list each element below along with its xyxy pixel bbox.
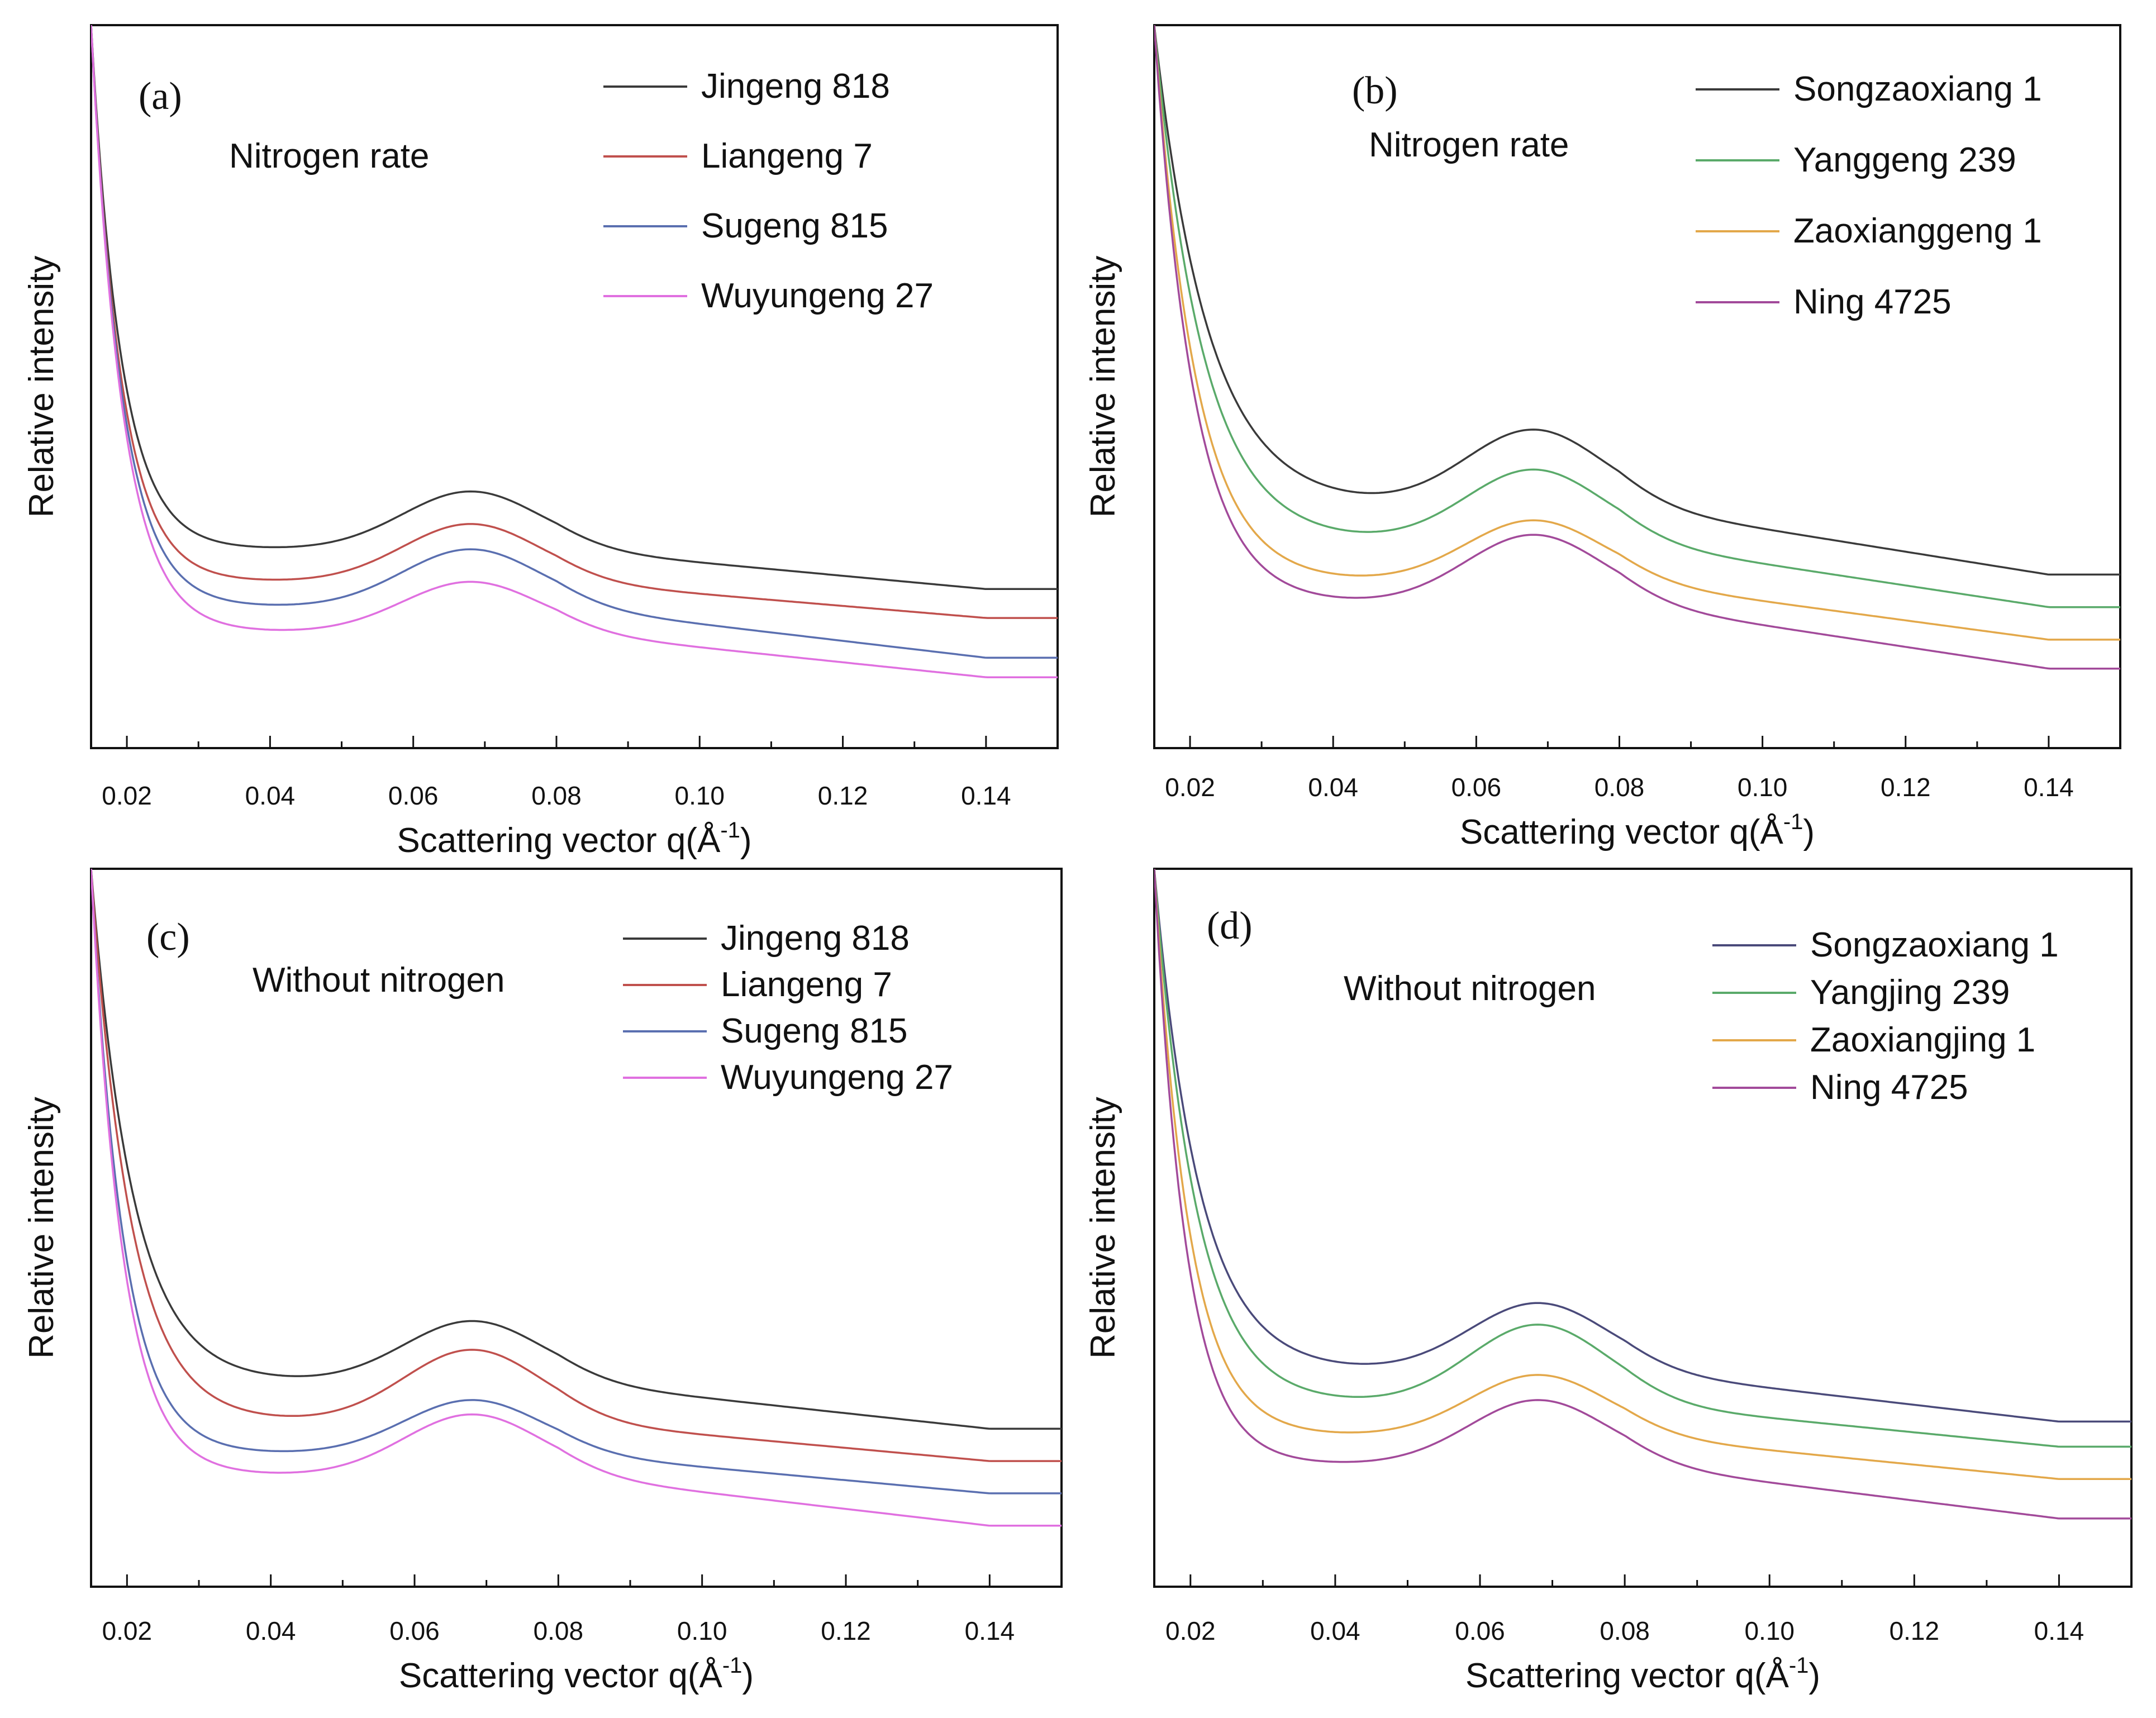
- x-tick-label: 0.12: [821, 1616, 871, 1645]
- x-tick-label: 0.14: [961, 781, 1011, 810]
- series-line-liangeng-7: [91, 25, 1058, 619]
- legend-label: Wuyungeng 27: [701, 277, 934, 315]
- panel-label: (b): [1352, 69, 1398, 112]
- legend-label: Yangjing 239: [1810, 973, 2010, 1012]
- legend-label: Yanggeng 239: [1793, 141, 2016, 179]
- panel-c: 0.02 0.04 0.06 0.08 0.10 0.12 0.14 Scattering v…: [22, 868, 1063, 1695]
- series-line-songzaoxiang-1: [1154, 25, 2120, 576]
- y-axis-title: Relative intensity: [1084, 256, 1122, 518]
- panel-b: 0.02 0.04 0.06 0.08 0.10 0.12 0.14 Scattering v…: [1084, 24, 2121, 851]
- series-line-ning-4725: [1154, 25, 2120, 670]
- series-line-zaoxiangjing-1: [1154, 869, 2131, 1480]
- legend: Jingeng 818 Liangeng 7 Sugeng 815 Wuyungeng…: [603, 67, 934, 315]
- panel-label: (d): [1207, 905, 1253, 948]
- legend: Songzaoxiang 1 Yangjing 239 Zaoxiangjing 1…: [1712, 926, 2059, 1107]
- x-tick-label: 0.12: [818, 781, 868, 810]
- legend-label: Liangeng 7: [701, 137, 873, 175]
- series-group: [1154, 25, 2120, 670]
- panel-label: (a): [139, 75, 182, 118]
- legend-label: Jingeng 818: [721, 919, 910, 958]
- legend-label: Songzaoxiang 1: [1810, 926, 2059, 964]
- x-axis-title: Scattering vector q(Å-1): [399, 1653, 754, 1695]
- panel-d: 0.02 0.04 0.06 0.08 0.10 0.12 0.14 Scattering v…: [1084, 868, 2133, 1695]
- legend-label: Zaoxianggeng 1: [1793, 212, 2042, 250]
- x-axis-title: Scattering vector q(Å-1): [1465, 1653, 1820, 1695]
- panel-subtitle: Without nitrogen: [1344, 969, 1596, 1008]
- x-tick-label: 0.04: [246, 1616, 296, 1645]
- plot-frame: [90, 24, 1059, 749]
- series-line-jingeng-818: [91, 869, 1062, 1430]
- legend-label: Sugeng 815: [721, 1012, 907, 1050]
- plot-frame: [1153, 868, 2133, 1588]
- series-line-yanggeng-239: [1154, 25, 2120, 608]
- plot-frame: [1153, 24, 2121, 749]
- x-tick-label: 0.06: [1451, 773, 1502, 802]
- series-line-liangeng-7: [91, 869, 1062, 1462]
- y-axis-title: Relative intensity: [22, 256, 61, 518]
- legend-label: Liangeng 7: [721, 965, 892, 1004]
- x-tick-label: 0.08: [534, 1616, 584, 1645]
- x-tick-label: 0.10: [677, 1616, 727, 1645]
- series-line-sugeng-815: [91, 869, 1062, 1495]
- x-tick-label: 0.02: [102, 781, 152, 810]
- series-line-wuyungeng-27: [91, 869, 1062, 1527]
- x-tick-label: 0.04: [245, 781, 296, 810]
- series-line-yangjing-239: [1154, 869, 2131, 1448]
- panel-a: 0.02 0.04 0.06 0.08 0.10 0.12 0.14 Scattering v…: [22, 24, 1059, 860]
- x-axis-title: Scattering vector q(Å-1): [397, 818, 751, 860]
- legend-label: Jingeng 818: [701, 67, 890, 106]
- series-line-sugeng-815: [91, 25, 1058, 659]
- x-axis-title: Scattering vector q(Å-1): [1460, 810, 1815, 851]
- x-tick-label: 0.08: [531, 781, 582, 810]
- legend: Jingeng 818 Liangeng 7 Sugeng 815 Wuyungeng…: [623, 919, 953, 1097]
- x-tick-label: 0.02: [1165, 1616, 1216, 1645]
- x-tick-label: 0.04: [1308, 773, 1358, 802]
- x-tick-label: 0.06: [389, 1616, 440, 1645]
- x-tick-label: 0.10: [674, 781, 725, 810]
- series-group: [1154, 869, 2131, 1520]
- panel-subtitle: Nitrogen rate: [1369, 126, 1569, 164]
- x-tick-label: 0.10: [1738, 773, 1788, 802]
- plot-frame: [90, 868, 1063, 1588]
- y-axis-title: Relative intensity: [1084, 1097, 1122, 1359]
- x-tick-label: 0.06: [1455, 1616, 1505, 1645]
- x-tick-label: 0.14: [2024, 773, 2074, 802]
- legend-label: Sugeng 815: [701, 207, 888, 245]
- legend: Songzaoxiang 1 Yanggeng 239 Zaoxianggeng 1…: [1696, 70, 2042, 321]
- x-tick-label: 0.04: [1310, 1616, 1360, 1645]
- series-group: [91, 25, 1058, 678]
- legend-label: Ning 4725: [1793, 283, 1952, 321]
- x-tick-label: 0.14: [2034, 1616, 2084, 1645]
- y-axis-title: Relative intensity: [22, 1097, 61, 1359]
- series-line-ning-4725: [1154, 869, 2131, 1520]
- legend-label: Ning 4725: [1810, 1068, 1968, 1107]
- x-tick-label: 0.10: [1744, 1616, 1795, 1645]
- legend-label: Zaoxiangjing 1: [1810, 1021, 2035, 1059]
- x-tick-label: 0.02: [102, 1616, 153, 1645]
- x-tick-label: 0.08: [1595, 773, 1645, 802]
- series-line-jingeng-818: [91, 25, 1058, 591]
- panel-label: (c): [146, 916, 190, 959]
- panel-subtitle: Without nitrogen: [253, 961, 505, 1000]
- series-line-zaoxianggeng-1: [1154, 25, 2120, 641]
- x-tick-label: 0.06: [388, 781, 439, 810]
- x-tick-label: 0.12: [1890, 1616, 1940, 1645]
- legend-label: Wuyungeng 27: [721, 1058, 953, 1097]
- series-line-songzaoxiang-1: [1154, 869, 2131, 1423]
- series-group: [91, 869, 1062, 1527]
- panel-subtitle: Nitrogen rate: [229, 137, 429, 175]
- x-tick-label: 0.14: [965, 1616, 1015, 1645]
- legend-label: Songzaoxiang 1: [1793, 70, 2042, 108]
- x-tick-label: 0.08: [1600, 1616, 1650, 1645]
- series-line-wuyungeng-27: [91, 25, 1058, 678]
- x-tick-label: 0.12: [1881, 773, 1931, 802]
- x-tick-label: 0.02: [1165, 773, 1215, 802]
